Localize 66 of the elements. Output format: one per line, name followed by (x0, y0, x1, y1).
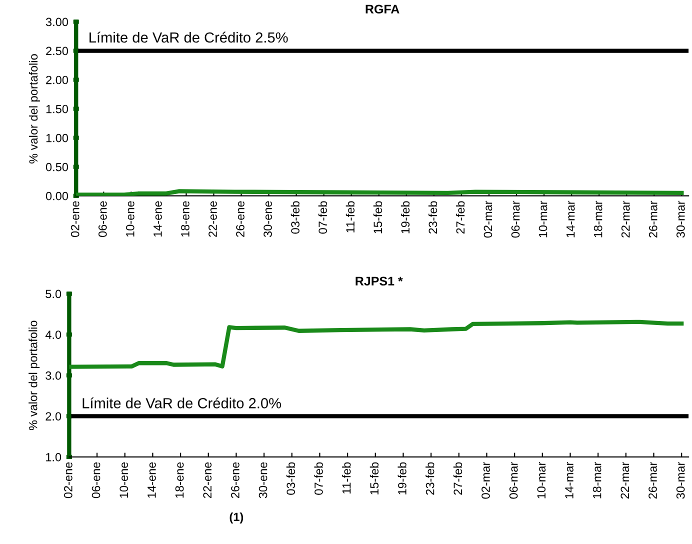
x-tick-label: 18-mar (592, 462, 602, 498)
ref-line-label: Límite de VaR de Crédito 2.5% (90, 32, 288, 43)
x-tick-label: 26-ene (236, 201, 244, 237)
x-tick-label: 18-mar (594, 200, 602, 238)
y-tick-label: 2.50 (46, 46, 68, 56)
x-tick-label: 22-ene (208, 201, 217, 237)
x-tick-label: 10-ene (126, 201, 134, 237)
x-tick-label: 23-feb (428, 201, 438, 234)
y-tick-label: 2.0 (46, 412, 62, 421)
x-tick-label: 03-feb (286, 462, 296, 495)
y-tick-label: 1.0 (46, 452, 62, 462)
x-tick-label: 02-mar (482, 462, 490, 499)
x-tick-label: 22-mar (621, 200, 630, 238)
y-axis-title: % valor del portafolio (28, 54, 40, 164)
y-tick-label: 5.0 (46, 290, 62, 298)
y-tick-label: 1.50 (46, 104, 68, 114)
y-tick-label: 3.00 (46, 18, 68, 26)
x-tick-label: 10-mar (537, 462, 546, 498)
x-tick-label: 15-feb (370, 462, 379, 494)
x-tick-label: 19-feb (398, 462, 406, 494)
text: (1) (230, 512, 244, 524)
chart-title: RGFA (366, 4, 400, 14)
x-tick-label: 02-ene (64, 462, 72, 498)
x-tick-label: 11-feb (342, 462, 351, 494)
y-tick-label: 0.50 (46, 162, 68, 172)
x-tick-label: 10-mar (538, 200, 548, 238)
y-tick-label: 0.00 (46, 192, 68, 200)
x-tick-label: 27-feb (456, 201, 465, 234)
x-tick-label: 10-ene (120, 462, 128, 498)
x-tick-label: 06-mar (509, 462, 518, 499)
y-tick-label: 2.00 (46, 76, 68, 84)
x-tick-label: 06-mar (511, 200, 520, 238)
x-tick-label: 14-mar (566, 200, 575, 238)
x-tick-label: 26-ene (231, 462, 240, 498)
x-tick-label: 30-ene (264, 201, 272, 238)
x-tick-label: 26-mar (648, 200, 658, 238)
x-tick-label: 02-mar (484, 200, 492, 238)
x-tick-label: 22-mar (620, 462, 630, 499)
x-tick-label: 06-ene (98, 201, 107, 237)
x-tick-label: 23-feb (426, 462, 434, 495)
x-tick-label: 07-feb (318, 201, 328, 234)
x-tick-label: 26-mar (648, 462, 657, 499)
y-tick-label: 3.0 (46, 371, 62, 380)
x-tick-label: 11-feb (346, 201, 355, 232)
x-tick-label: 02-ene (70, 201, 80, 237)
x-tick-label: 30-ene (258, 462, 268, 498)
x-tick-label: 27-feb (453, 462, 462, 495)
ref-line-label: Límite de VaR de Crédito 2.0% (82, 398, 282, 408)
x-tick-label: 14-ene (148, 462, 156, 498)
x-tick-label: 30-mar (676, 200, 685, 238)
x-tick-label: 03-feb (290, 201, 300, 234)
x-tick-label: 22-ene (203, 462, 212, 498)
x-tick-label: 19-feb (400, 201, 410, 234)
x-tick-label: 30-mar (676, 462, 685, 499)
chart-title: RJPS1 * (356, 276, 403, 286)
x-tick-label: 18-ene (175, 462, 184, 498)
y-tick-label: 4.0 (45, 330, 62, 339)
x-tick-label: 14-mar (565, 462, 574, 498)
x-tick-label: 18-ene (181, 201, 190, 237)
y-axis-title: % valor del portafolio (28, 320, 40, 430)
x-tick-label: 07-feb (314, 462, 323, 495)
x-tick-label: 06-ene (92, 462, 100, 498)
x-tick-label: 15-feb (373, 201, 382, 234)
line-series (69, 320, 684, 369)
x-tick-label: 14-ene (154, 201, 162, 237)
y-tick-label: 1.00 (46, 134, 68, 142)
